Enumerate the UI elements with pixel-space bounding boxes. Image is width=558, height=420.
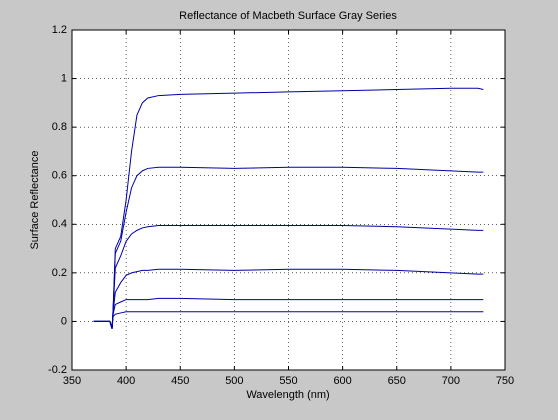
x-tick-label: 600	[333, 375, 351, 387]
x-tick-label: 650	[388, 375, 406, 387]
x-tick-label: 400	[117, 375, 135, 387]
x-tick-label: 450	[171, 375, 189, 387]
y-tick-label: 0.6	[52, 170, 67, 182]
y-tick-label: 0	[61, 315, 67, 327]
y-tick-label: 0.8	[52, 121, 67, 133]
x-tick-label: 350	[63, 375, 81, 387]
y-tick-label: 0.2	[52, 267, 67, 279]
axes-box	[71, 29, 506, 371]
y-tick-label: -0.2	[48, 364, 67, 376]
y-tick-label: 1.2	[52, 24, 67, 36]
x-tick-label: 550	[279, 375, 297, 387]
x-tick-label: 700	[442, 375, 460, 387]
chart-title: Reflectance of Macbeth Surface Gray Seri…	[179, 10, 397, 22]
y-tick-label: 0.4	[52, 218, 67, 230]
x-axis-label: Wavelength (nm)	[246, 389, 329, 401]
x-tick-label: 500	[225, 375, 243, 387]
y-tick-label: 1	[61, 72, 67, 84]
line	[93, 311, 484, 329]
y-axis-label: Surface Reflectance	[29, 150, 41, 249]
x-tick-label: 750	[496, 375, 514, 387]
